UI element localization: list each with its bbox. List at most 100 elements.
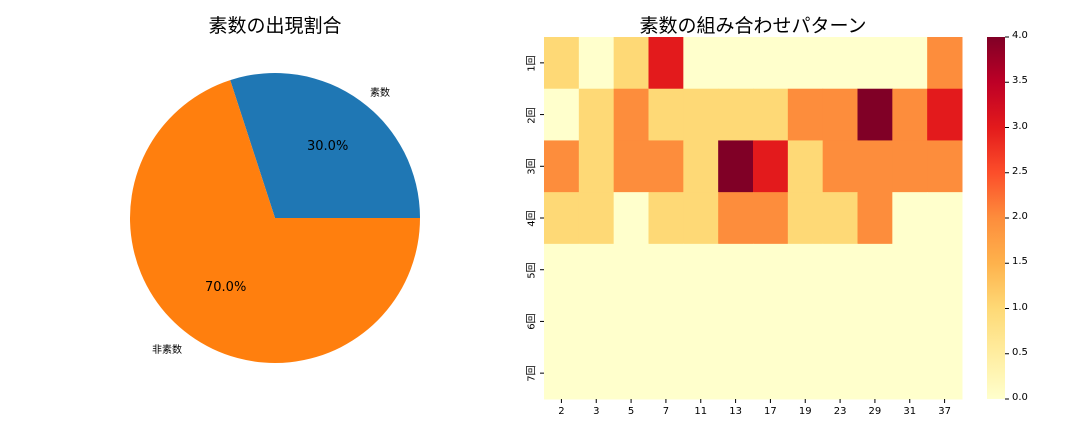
pie-slice-1 [129,80,420,363]
heatmap-cell [544,243,580,297]
heatmap-cell [892,243,928,297]
x-tick-label: 17 [764,406,777,417]
pie-label-prime: 素数 [370,88,390,99]
heatmap-cell [927,88,963,141]
heatmap-cell [648,243,684,297]
heatmap-cell [822,243,858,297]
heatmap-cell [578,140,615,193]
heatmap-axis-ticks [540,62,946,403]
colorbar-tick-label: 1.5 [1012,256,1028,268]
heatmap-cell [578,192,615,245]
pie-title: 素数の出現割合 [208,15,342,37]
y-tick-label: 1回 [526,55,538,72]
heatmap-cell [718,347,754,400]
heatmap-cell [683,140,719,193]
heatmap-cell [683,88,719,141]
pie-slice-0 [230,73,420,219]
heatmap-cell [718,88,754,141]
heatmap-cell [822,140,858,193]
heatmap-cell [718,37,754,90]
heatmap-cell [787,295,824,348]
heatmap-cell [927,140,963,193]
heatmap-cell [787,192,824,245]
y-tick-label: 3回 [526,158,538,175]
x-tick-label: 29 [868,406,882,417]
heatmap-cell [857,37,893,90]
heatmap-cell [544,192,580,245]
y-tick-label: 2回 [526,106,538,124]
heatmap-cell [718,243,754,297]
x-tick-label: 37 [938,406,951,417]
heatmap-cell [718,295,754,348]
pie-pct-nonprime: 70.0% [205,280,247,295]
heatmap-cell [578,347,615,400]
heatmap-cell [892,295,928,348]
heatmap-cell [578,295,615,348]
y-tick-label: 7回 [526,365,538,382]
colorbar-tick-label: 4.0 [1012,30,1028,41]
heatmap-cell [544,140,580,193]
heatmap-cell [613,347,649,400]
heatmap-cell [857,192,893,245]
colorbar-tick-label: 1.0 [1012,301,1028,313]
heatmap-cell [822,192,858,245]
heatmap-cell [787,37,824,90]
heatmap-cell [927,243,963,297]
colorbar [987,37,1005,399]
x-tick-label: 5 [627,406,635,417]
heatmap-cell [927,192,963,245]
heatmap-cell [648,295,684,348]
heatmap-cell [822,347,858,400]
heatmap-cell [613,192,649,245]
heatmap-cell [927,295,963,348]
heatmap-cell [578,37,615,90]
heatmap-cell [787,243,824,297]
heatmap-cell [892,140,928,193]
heatmap-cell [927,37,963,90]
heatmap-title: 素数の組み合わせパターン [639,15,867,37]
y-tick-label: 5回 [526,262,538,279]
heatmap-cell [613,37,649,90]
heatmap-cell [613,140,649,193]
heatmap-cell [857,243,893,297]
heatmap-cell [753,37,789,90]
heatmap-cell [753,243,789,297]
heatmap-cell [648,140,684,193]
heatmap-cell [753,295,789,348]
colorbar-tick-label: 3.0 [1012,120,1028,132]
pie-label-nonprime: 非素数 [152,345,182,356]
pie-chart [129,73,420,363]
heatmap-cell [544,37,580,90]
x-tick-label: 2 [558,406,565,417]
heatmap-cell [822,37,858,90]
heatmap-cell [648,37,684,90]
heatmap-cell [683,243,719,297]
heatmap-cell [892,37,928,90]
heatmap-cell [718,140,754,193]
heatmap-cell [648,88,684,141]
heatmap-cell [753,88,789,141]
heatmap-cell [892,347,928,400]
x-tick-label: 19 [798,406,812,417]
heatmap-cell [787,140,824,193]
colorbar-tick-label: 0.5 [1012,346,1028,358]
heatmap-cell [892,88,928,141]
heatmap-cell [544,295,580,348]
colorbar-tick-label: 3.5 [1012,75,1028,87]
heatmap-cell [648,347,684,400]
colorbar-ticks [1005,36,1009,400]
heatmap-cell [753,140,789,193]
y-tick-label: 6回 [526,313,538,331]
x-tick-label: 3 [593,406,600,417]
heatmap-cell [857,88,893,141]
x-tick-label: 23 [833,406,847,417]
y-tick-label: 4回 [526,210,538,227]
heatmap-cell [613,88,649,141]
heatmap [544,37,963,400]
heatmap-cell [822,295,858,348]
x-tick-label: 31 [903,406,917,417]
heatmap-cell [753,192,789,245]
heatmap-cell [927,347,963,400]
heatmap-cell [648,192,684,245]
